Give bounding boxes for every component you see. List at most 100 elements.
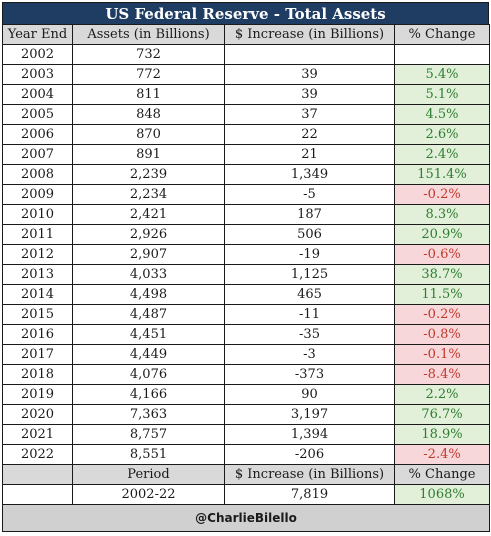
assets-table: Year End Assets (in Billions) $ Increase… (2, 24, 490, 532)
assets-cell: 848 (72, 104, 225, 125)
year-cell: 2006 (2, 124, 73, 145)
year-cell: 2020 (2, 404, 73, 425)
summary-empty-cell (2, 484, 73, 505)
table-row: 2017 4,449 -3 -0.1% (2, 344, 490, 365)
assets-cell: 8,551 (72, 444, 225, 465)
table-row: 2003 772 39 5.4% (2, 64, 490, 85)
pct-change-cell (394, 44, 490, 65)
pct-change-cell: 18.9% (394, 424, 490, 445)
pct-change-cell: -0.2% (394, 304, 490, 325)
year-cell: 2013 (2, 264, 73, 285)
year-cell: 2012 (2, 244, 73, 265)
table-row: 2019 4,166 90 2.2% (2, 384, 490, 405)
table-row: 2004 811 39 5.1% (2, 84, 490, 105)
increase-cell: 90 (224, 384, 395, 405)
pct-change-cell: -0.2% (394, 184, 490, 205)
pct-change-cell: 2.6% (394, 124, 490, 145)
assets-cell: 2,926 (72, 224, 225, 245)
table-row: 2013 4,033 1,125 38.7% (2, 264, 490, 285)
table-row: 2002 732 (2, 44, 490, 65)
increase-cell: 39 (224, 84, 395, 105)
table-row: 2010 2,421 187 8.3% (2, 204, 490, 225)
summary-pct-change: 1068% (394, 484, 490, 505)
table-body: 2002 732 2003 772 39 5.4% 2004 811 39 5.1% 2005 848… (2, 44, 490, 465)
assets-cell: 4,076 (72, 364, 225, 385)
increase-cell: 22 (224, 124, 395, 145)
increase-cell: -3 (224, 344, 395, 365)
year-cell: 2018 (2, 364, 73, 385)
assets-cell: 732 (72, 44, 225, 65)
increase-cell: 37 (224, 104, 395, 125)
summary-period: 2002-22 (72, 484, 225, 505)
assets-cell: 7,363 (72, 404, 225, 425)
year-cell: 2010 (2, 204, 73, 225)
pct-change-cell: -8.4% (394, 364, 490, 385)
summary-header-row: Period $ Increase (in Billions) % Change (2, 464, 490, 485)
assets-cell: 4,487 (72, 304, 225, 325)
assets-cell: 4,449 (72, 344, 225, 365)
footer-row: @CharlieBilello (2, 504, 490, 532)
year-cell: 2022 (2, 444, 73, 465)
summary-header-increase: $ Increase (in Billions) (224, 464, 395, 485)
increase-cell: 21 (224, 144, 395, 165)
assets-cell: 4,498 (72, 284, 225, 305)
summary-increase: 7,819 (224, 484, 395, 505)
table-row: 2012 2,907 -19 -0.6% (2, 244, 490, 265)
increase-cell: -11 (224, 304, 395, 325)
summary-row: 2002-22 7,819 1068% (2, 484, 490, 505)
increase-cell (224, 44, 395, 65)
table-row: 2021 8,757 1,394 18.9% (2, 424, 490, 445)
pct-change-cell: 2.2% (394, 384, 490, 405)
pct-change-cell: 5.1% (394, 84, 490, 105)
year-cell: 2017 (2, 344, 73, 365)
year-cell: 2021 (2, 424, 73, 445)
header-row: Year End Assets (in Billions) $ Increase… (2, 24, 490, 45)
table-row: 2011 2,926 506 20.9% (2, 224, 490, 245)
table-title: US Federal Reserve - Total Assets (2, 2, 489, 24)
increase-cell: 506 (224, 224, 395, 245)
increase-cell: -373 (224, 364, 395, 385)
author-handle: @CharlieBilello (2, 504, 490, 532)
table-row: 2015 4,487 -11 -0.2% (2, 304, 490, 325)
assets-cell: 772 (72, 64, 225, 85)
increase-cell: -19 (224, 244, 395, 265)
increase-cell: -5 (224, 184, 395, 205)
assets-cell: 2,421 (72, 204, 225, 225)
summary-header-pct-change: % Change (394, 464, 490, 485)
table-row: 2008 2,239 1,349 151.4% (2, 164, 490, 185)
summary-header-period: Period (72, 464, 225, 485)
assets-cell: 4,451 (72, 324, 225, 345)
pct-change-cell: -0.8% (394, 324, 490, 345)
increase-cell: -206 (224, 444, 395, 465)
pct-change-cell: 20.9% (394, 224, 490, 245)
increase-cell: 465 (224, 284, 395, 305)
year-cell: 2009 (2, 184, 73, 205)
increase-cell: 1,125 (224, 264, 395, 285)
pct-change-cell: 2.4% (394, 144, 490, 165)
year-cell: 2002 (2, 44, 73, 65)
pct-change-cell: 11.5% (394, 284, 490, 305)
increase-cell: 187 (224, 204, 395, 225)
table-row: 2020 7,363 3,197 76.7% (2, 404, 490, 425)
year-cell: 2014 (2, 284, 73, 305)
assets-cell: 870 (72, 124, 225, 145)
table-row: 2005 848 37 4.5% (2, 104, 490, 125)
assets-cell: 2,907 (72, 244, 225, 265)
assets-cell: 4,166 (72, 384, 225, 405)
pct-change-cell: 76.7% (394, 404, 490, 425)
pct-change-cell: 5.4% (394, 64, 490, 85)
pct-change-cell: -0.1% (394, 344, 490, 365)
pct-change-cell: 8.3% (394, 204, 490, 225)
header-year-end: Year End (2, 24, 73, 45)
increase-cell: 1,349 (224, 164, 395, 185)
table-row: 2006 870 22 2.6% (2, 124, 490, 145)
assets-cell: 8,757 (72, 424, 225, 445)
increase-cell: 1,394 (224, 424, 395, 445)
pct-change-cell: 4.5% (394, 104, 490, 125)
year-cell: 2004 (2, 84, 73, 105)
assets-cell: 891 (72, 144, 225, 165)
pct-change-cell: -0.6% (394, 244, 490, 265)
year-cell: 2015 (2, 304, 73, 325)
increase-cell: 3,197 (224, 404, 395, 425)
year-cell: 2011 (2, 224, 73, 245)
